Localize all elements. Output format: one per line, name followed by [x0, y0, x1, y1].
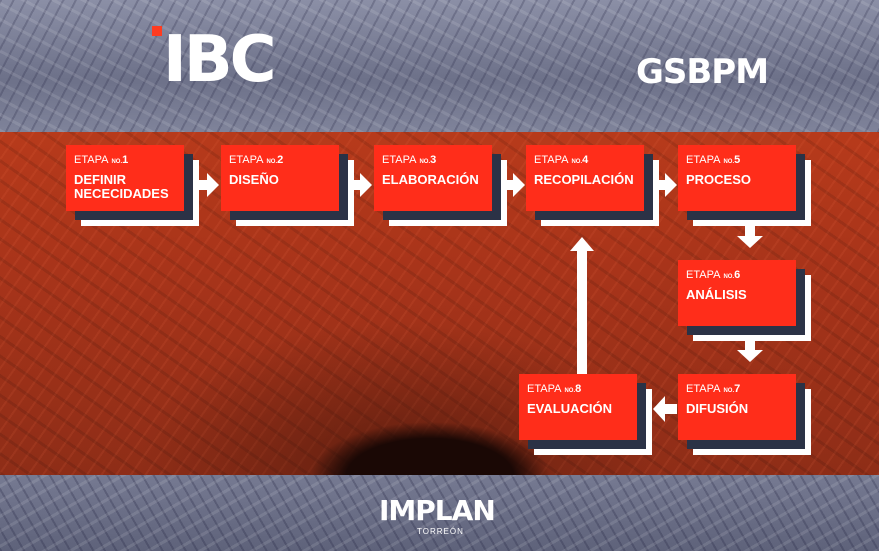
stage-5: ETAPA NO.5 PROCESO: [678, 145, 811, 226]
stage-card: [66, 145, 184, 211]
ibc-logo: IBC: [163, 23, 277, 97]
stage-title: DIFUSIÓN: [686, 401, 749, 416]
stage-title: DISEÑO: [229, 172, 279, 187]
stage-title: DEFINIR NECECIDADES: [74, 172, 169, 201]
stage-label: ETAPA NO.8: [527, 383, 582, 395]
stage-title: RECOPILACIÓN: [534, 172, 634, 187]
stage-label: ETAPA NO.3: [382, 154, 437, 166]
arrow-down-icon: [737, 340, 763, 362]
arrow-right-icon: [197, 173, 219, 197]
arrow-up-icon: [570, 237, 594, 374]
stage-card: [526, 145, 644, 211]
stage-title: PROCESO: [686, 172, 752, 187]
stage-title: ELABORACIÓN: [382, 172, 479, 187]
aerial-background-bottom: [0, 475, 879, 551]
stage-card: [221, 145, 339, 211]
stage-label: ETAPA NO.4: [534, 154, 589, 166]
arrow-right-icon: [350, 173, 372, 197]
aerial-background-top: [0, 0, 879, 132]
stage-3: ETAPA NO.3 ELABORACIÓN: [374, 145, 507, 226]
stage-1: ETAPA NO.1 DEFINIR NECECIDADES: [66, 145, 199, 226]
stage-4: ETAPA NO.4 RECOPILACIÓN: [526, 145, 659, 226]
stage-2: ETAPA NO.2 DISEÑO: [221, 145, 354, 226]
stage-card: [374, 145, 492, 211]
stage-6: ETAPA NO.6 ANÁLISIS: [678, 260, 811, 341]
stage-8: ETAPA NO.8 EVALUACIÓN: [519, 374, 652, 455]
stage-card: [678, 145, 796, 211]
stage-title: EVALUACIÓN: [527, 401, 612, 416]
stage-card: [678, 374, 796, 440]
stage-label: ETAPA NO.2: [229, 154, 284, 166]
stage-label: ETAPA NO.6: [686, 269, 741, 281]
stage-label: ETAPA NO.5: [686, 154, 741, 166]
stage-card: [519, 374, 637, 440]
arrow-left-icon: [653, 396, 677, 422]
stage-title: ANÁLISIS: [686, 287, 747, 302]
stage-card: [678, 260, 796, 326]
arrow-right-icon: [503, 173, 525, 197]
implan-logo: IMPLAN: [379, 494, 496, 527]
arrow-right-icon: [655, 173, 677, 197]
ibc-logo-mark: [152, 26, 162, 36]
arrow-down-icon: [737, 226, 763, 248]
gsbpm-logo: GSBPM: [636, 52, 769, 92]
stage-label: ETAPA NO.7: [686, 383, 741, 395]
implan-sublabel: TORREÓN: [417, 527, 464, 536]
stage-7: ETAPA NO.7 DIFUSIÓN: [678, 374, 811, 455]
stage-label: ETAPA NO.1: [74, 154, 129, 166]
